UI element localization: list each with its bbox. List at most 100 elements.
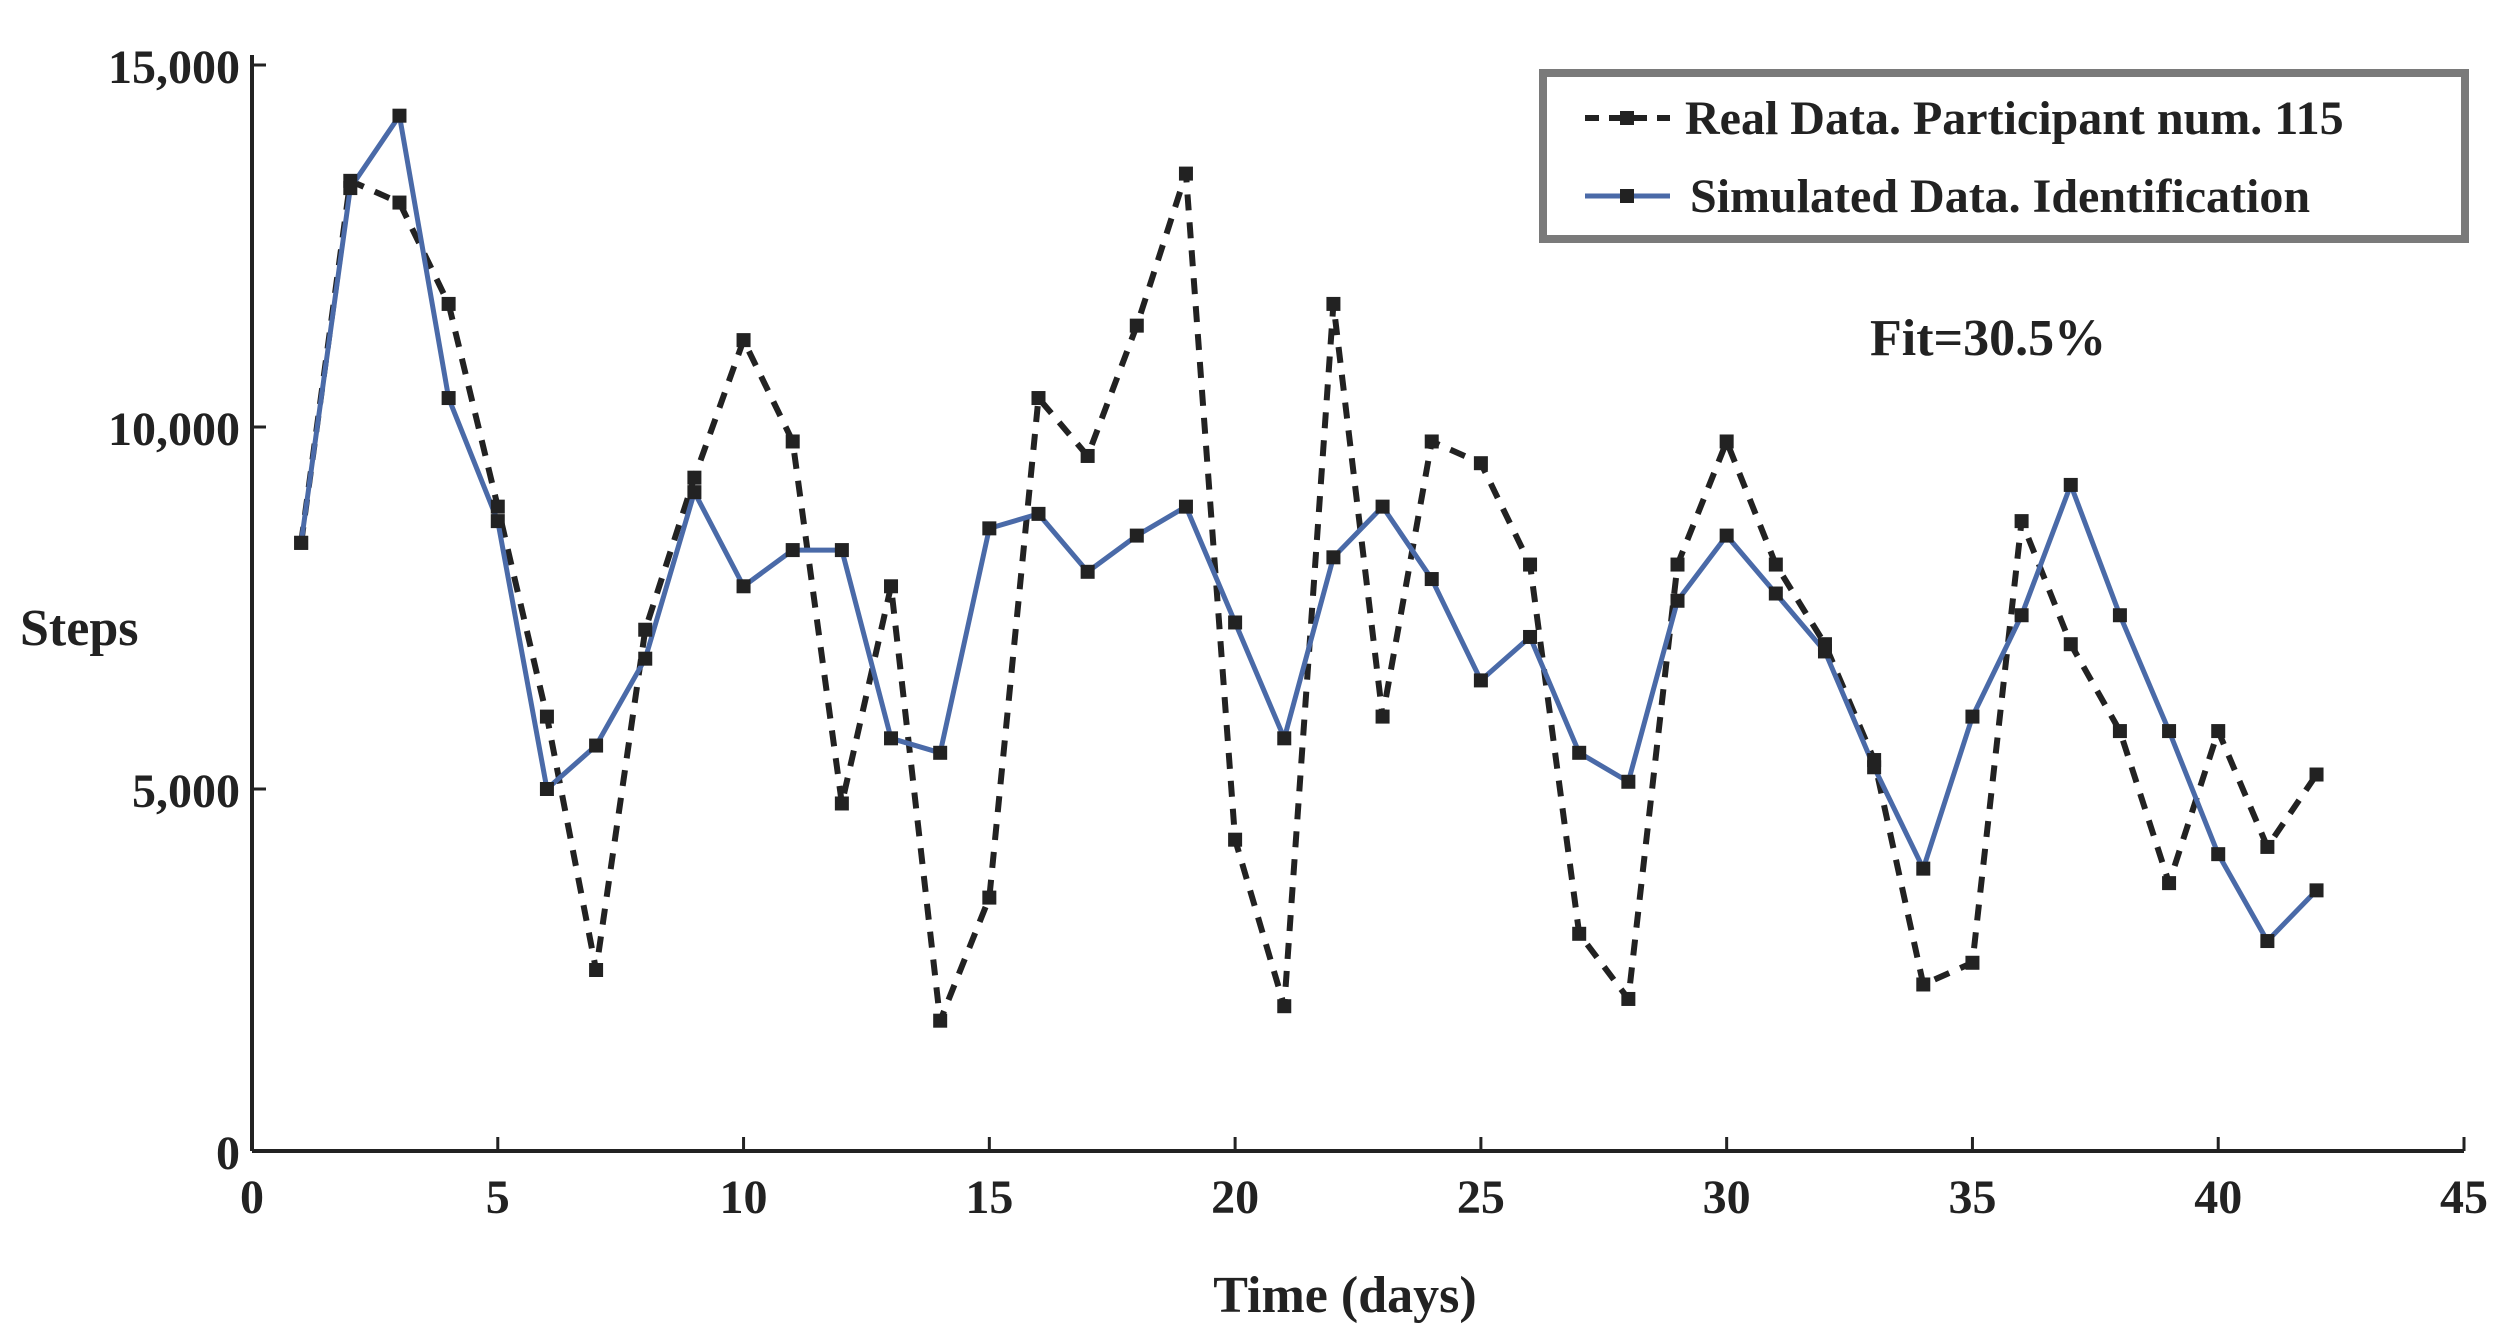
x-tick-label: 35 xyxy=(1948,1171,1996,1224)
real-data-point xyxy=(1965,955,1980,970)
real-data-point xyxy=(1473,456,1488,471)
real-data-point xyxy=(2260,839,2275,854)
simulated-data-point xyxy=(1277,731,1292,746)
y-tick-label: 5,000 xyxy=(132,765,240,818)
simulated-data-point xyxy=(392,108,407,123)
simulated-data-point xyxy=(1916,861,1931,876)
real-data-point xyxy=(441,296,456,311)
simulated-data-point xyxy=(2211,847,2226,862)
real-data-point xyxy=(1178,166,1193,181)
simulated-data-point xyxy=(982,521,997,536)
real-data-point xyxy=(1375,709,1390,724)
simulated-data-point xyxy=(1867,760,1882,775)
real-data-point xyxy=(1670,557,1685,572)
real-data-point xyxy=(982,890,997,905)
simulated-data-point xyxy=(2063,477,2078,492)
real-data-point xyxy=(785,434,800,449)
simulated-data-point xyxy=(441,391,456,406)
simulated-data-point xyxy=(1523,629,1538,644)
simulated-data-point xyxy=(933,745,948,760)
real-data-point xyxy=(933,1013,948,1028)
simulated-data-point xyxy=(785,543,800,558)
simulated-data-point xyxy=(1719,528,1734,543)
real-data-point xyxy=(1916,977,1931,992)
simulated-data-point xyxy=(294,535,309,550)
real-data-point xyxy=(490,499,505,514)
simulated-data-point xyxy=(2112,608,2127,623)
real-data-point xyxy=(687,470,702,485)
real-data-point xyxy=(736,333,751,348)
simulated-data-point xyxy=(1473,673,1488,688)
real-data-point xyxy=(1080,448,1095,463)
simulated-data-point xyxy=(589,738,604,753)
real-data-point xyxy=(1424,434,1439,449)
simulated-data-point xyxy=(2309,883,2324,898)
legend-label-simulated: Simulated Data. Identification xyxy=(1690,170,2310,223)
simulated-data-point xyxy=(1621,774,1636,789)
simulated-data-point xyxy=(1080,564,1095,579)
real-data-point xyxy=(539,709,554,724)
simulated-data-point xyxy=(1375,499,1390,514)
y-tick-label: 15,000 xyxy=(108,41,240,94)
axes xyxy=(250,55,2464,1153)
x-tick-label: 0 xyxy=(240,1171,264,1224)
x-tick-label: 45 xyxy=(2440,1171,2488,1224)
real-data-point xyxy=(1572,926,1587,941)
simulated-data-point xyxy=(638,651,653,666)
real-data-point xyxy=(1031,391,1046,406)
simulated-data-point xyxy=(343,181,358,196)
real-data-point xyxy=(589,963,604,977)
simulated-data-point xyxy=(1670,593,1685,608)
x-tick-label: 20 xyxy=(1211,1171,1259,1224)
real-data-point xyxy=(1523,557,1538,572)
y-tick-label: 0 xyxy=(216,1127,240,1180)
real-data-point xyxy=(1719,434,1734,449)
simulated-data-point xyxy=(1965,709,1980,724)
series-line-simulated xyxy=(298,113,2319,944)
real-data-point xyxy=(2014,514,2029,529)
real-data-point xyxy=(2309,767,2324,782)
ticks: 0 5 10 15 20 25 30 35 40 45 0 5,000 10,000 15,000 xyxy=(108,41,2488,1224)
simulated-data-point xyxy=(1031,506,1046,521)
legend-box xyxy=(1539,69,2469,243)
x-tick-label: 30 xyxy=(1703,1171,1751,1224)
x-tick-label: 10 xyxy=(720,1171,768,1224)
simulated-data-point xyxy=(2014,608,2029,623)
simulated-data-point xyxy=(736,579,751,594)
x-tick-label: 25 xyxy=(1457,1171,1505,1224)
real-data-point xyxy=(638,622,653,637)
real-data-point xyxy=(884,579,899,594)
simulated-data-point xyxy=(490,514,505,529)
legend-marker-simulated xyxy=(1620,189,1634,203)
simulated-data-point xyxy=(1572,745,1587,760)
simulated-data-point xyxy=(884,731,899,746)
simulated-data-point xyxy=(539,782,554,796)
real-data-point xyxy=(392,195,407,210)
real-data-point xyxy=(1326,296,1341,311)
simulated-data-point xyxy=(1424,572,1439,587)
real-data-point xyxy=(2211,724,2226,739)
plot-area xyxy=(294,108,2324,1028)
simulated-data-point xyxy=(1129,528,1144,543)
simulated-data-point xyxy=(687,485,702,500)
simulated-data-point xyxy=(1326,550,1341,565)
simulated-data-point xyxy=(1228,615,1243,630)
x-tick-label: 40 xyxy=(2194,1171,2242,1224)
x-axis-label: Time (days) xyxy=(1213,1267,1476,1324)
simulated-data-point xyxy=(1817,644,1832,659)
x-tick-label: 5 xyxy=(486,1171,510,1224)
legend-label-real: Real Data. Participant num. 115 xyxy=(1685,92,2344,145)
real-data-point xyxy=(1277,999,1292,1014)
real-data-point xyxy=(1129,318,1144,333)
real-data-point xyxy=(1621,991,1636,1006)
simulated-data-point xyxy=(1178,499,1193,514)
real-data-point xyxy=(834,796,849,811)
real-data-point xyxy=(2112,724,2127,739)
real-data-point xyxy=(1228,832,1243,847)
real-data-point xyxy=(1768,557,1783,572)
legend: Real Data. Participant num. 115 Simulate… xyxy=(1539,69,2469,243)
y-axis-label: Steps xyxy=(20,600,138,657)
real-data-point xyxy=(2063,637,2078,652)
series-line-real xyxy=(298,170,2320,1024)
